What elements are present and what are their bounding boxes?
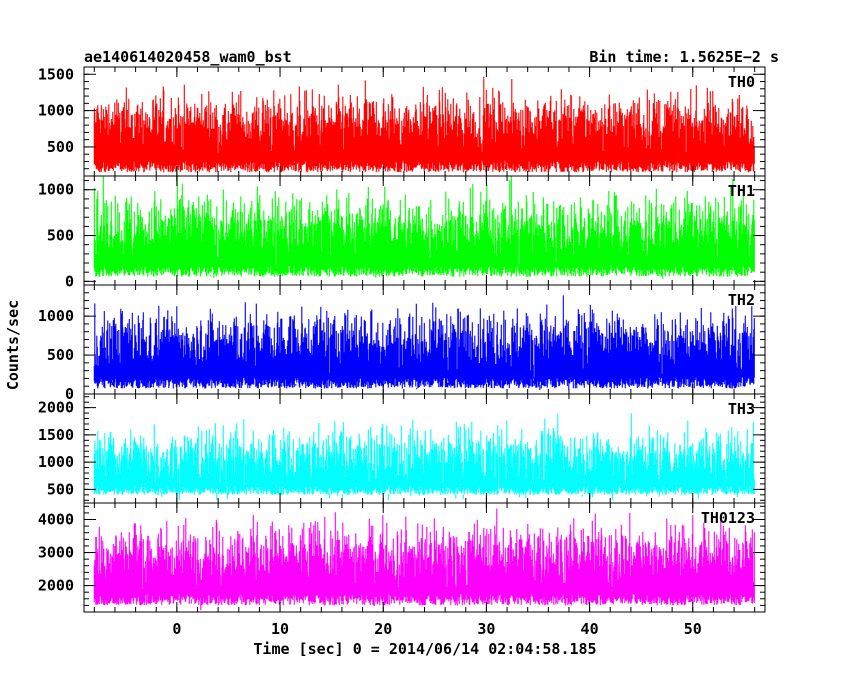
y-tick-label: 0 <box>65 385 74 403</box>
bin-time-label: Bin time: 1.5625E−2 s <box>589 48 779 66</box>
panel-th2: 0 500 1000 TH2 <box>38 284 766 403</box>
x-tick-label: 40 <box>581 620 599 638</box>
chart-title: ae140614020458_wam0_bst <box>84 48 292 66</box>
y-tick-label: 0 <box>65 272 74 290</box>
series-th0 <box>93 76 755 173</box>
y-tick-label: 1000 <box>38 102 74 120</box>
x-tick-label: 30 <box>477 620 495 638</box>
y-tick-label: 500 <box>47 227 74 245</box>
y-tick-label: 4000 <box>38 511 74 529</box>
panel-label: TH0 <box>728 73 755 91</box>
y-tick-label: 1000 <box>38 181 74 199</box>
series-th2 <box>93 295 755 391</box>
panel-th3: 500 1000 1500 2000 TH3 <box>38 393 766 504</box>
y-tick-label: 1500 <box>38 426 74 444</box>
y-tick-label: 500 <box>47 138 74 156</box>
series-th0123 <box>93 508 755 611</box>
y-tick-label: 500 <box>47 480 74 498</box>
y-tick-label: 2000 <box>38 577 74 595</box>
x-axis-label: Time [sec] 0 = 2014/06/14 02:04:58.185 <box>253 640 596 658</box>
x-tick-label: 50 <box>684 620 702 638</box>
panel-th0123: 2000 3000 4000 TH0123 <box>38 502 766 613</box>
panel-label: TH2 <box>728 291 755 309</box>
y-tick-label: 1000 <box>38 307 74 325</box>
y-tick-label: 2000 <box>38 399 74 417</box>
x-tick-label: 0 <box>172 620 181 638</box>
panel-th1: 0 500 1000 TH1 <box>38 175 766 290</box>
y-tick-label: 1500 <box>38 65 74 83</box>
y-tick-label: 1000 <box>38 453 74 471</box>
panel-label: TH3 <box>728 400 755 418</box>
x-tick-label: 20 <box>374 620 392 638</box>
x-tick-label: 10 <box>271 620 289 638</box>
y-tick-label: 3000 <box>38 544 74 562</box>
panel-label: TH1 <box>728 182 755 200</box>
panel-th0: 500 1000 1500 TH0 <box>38 65 766 177</box>
series-th1 <box>93 176 755 279</box>
series-th3 <box>93 413 755 501</box>
panel-label: TH0123 <box>701 509 755 527</box>
y-axis-label: Counts/sec <box>4 300 22 390</box>
y-tick-label: 500 <box>47 346 74 364</box>
